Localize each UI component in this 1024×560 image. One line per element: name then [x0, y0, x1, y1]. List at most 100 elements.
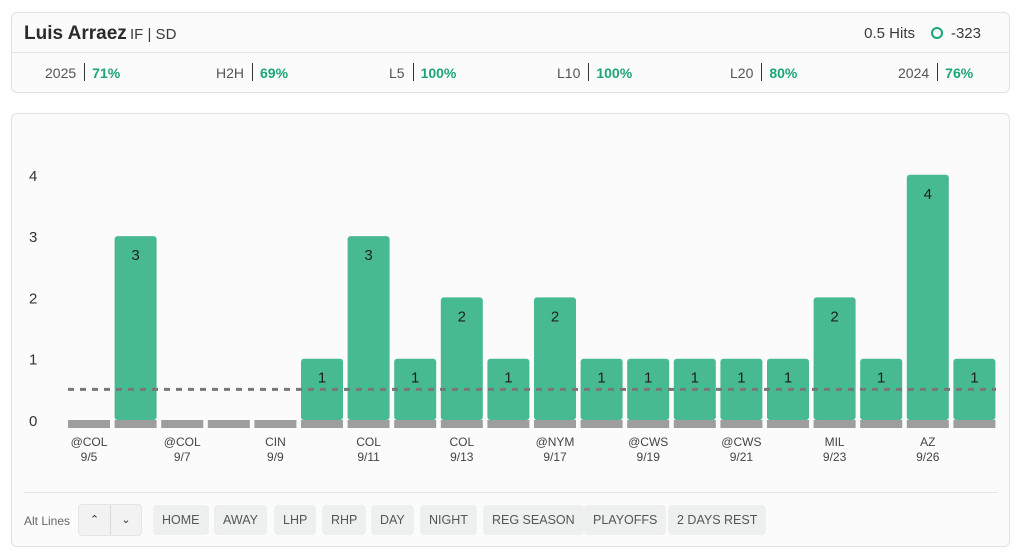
hits-bar [347, 236, 390, 420]
stat-label: H2H [216, 65, 245, 81]
chevron-down-icon[interactable]: ⌄ [110, 505, 141, 535]
bar-base [254, 420, 297, 428]
x-opponent-label: @COL [71, 435, 108, 449]
bar-base [767, 420, 809, 428]
bar-value-label: 4 [924, 186, 932, 203]
filter-reg-season[interactable]: REG SEASON [483, 505, 584, 535]
hits-bar [114, 236, 157, 420]
x-opponent-label: @COL [164, 435, 201, 449]
stat-l10[interactable]: L10 100% [557, 63, 633, 83]
player-position-team: IF | SD [130, 26, 177, 43]
bar-value-label: 2 [551, 308, 559, 325]
player-header-card: Luis Arraez IF | SD 0.5 Hits -323 2025 71… [11, 12, 1010, 93]
stat-value: 100% [420, 65, 457, 81]
stat-value: 71% [92, 65, 121, 81]
x-opponent-label: CIN [265, 435, 286, 449]
stat-label: 2025 [45, 65, 77, 81]
odds-value: -323 [950, 25, 981, 42]
filter-home[interactable]: HOME [153, 505, 209, 535]
filter-rhp[interactable]: RHP [322, 505, 367, 535]
bar-value-label: 1 [737, 370, 745, 387]
bar-value-label: 1 [318, 370, 326, 387]
bar-value-label: 1 [411, 370, 419, 387]
x-date-label: 9/19 [637, 450, 661, 464]
bar-value-label: 2 [830, 308, 838, 325]
x-opponent-label: @CWS [721, 435, 761, 449]
x-date-label: 9/11 [357, 450, 380, 464]
stat-divider [252, 63, 254, 82]
stat-label: L5 [389, 65, 405, 81]
filter-lhp[interactable]: LHP [274, 505, 317, 535]
bar-base [813, 420, 856, 428]
bar-value-label: 1 [504, 370, 512, 387]
bar-value-label: 3 [131, 247, 139, 264]
y-tick-label: 2 [29, 290, 37, 307]
filter-divider [24, 492, 998, 493]
bar-base [301, 420, 343, 428]
y-tick-label: 3 [29, 229, 37, 246]
x-opponent-label: AZ [920, 435, 935, 449]
hits-bar [487, 358, 530, 420]
stat-value: 80% [769, 65, 798, 81]
bar-base [580, 420, 623, 428]
filter-night[interactable]: NIGHT [420, 505, 477, 535]
stat-label: 2024 [898, 65, 930, 81]
bar-value-label: 1 [691, 370, 699, 387]
x-date-label: 9/26 [916, 450, 940, 464]
bar-base [953, 420, 996, 428]
stat-2024[interactable]: 2024 76% [898, 63, 974, 83]
stat-divider [937, 63, 939, 82]
stat-value: 69% [260, 65, 289, 81]
over-circle-icon [931, 27, 943, 39]
y-tick-label: 0 [29, 413, 37, 430]
filter-day[interactable]: DAY [371, 505, 414, 535]
x-opponent-label: COL [356, 435, 381, 449]
bar-value-label: 1 [644, 370, 652, 387]
hits-bar [440, 297, 483, 420]
stat-value: 100% [596, 65, 633, 81]
hits-bar [953, 358, 996, 420]
stat-divider [761, 63, 763, 82]
bar-base [161, 420, 204, 428]
y-tick-label: 4 [29, 168, 37, 185]
stat-divider [84, 63, 86, 82]
stat-2025[interactable]: 2025 71% [45, 63, 121, 83]
bar-value-label: 1 [970, 370, 978, 387]
x-opponent-label: @CWS [628, 435, 668, 449]
x-date-label: 9/17 [543, 450, 567, 464]
bar-base [673, 420, 716, 428]
bar-base [627, 420, 670, 428]
x-date-label: 9/13 [450, 450, 474, 464]
header-top-row: Luis Arraez IF | SD 0.5 Hits -323 [12, 13, 1009, 53]
bar-value-label: 1 [877, 370, 885, 387]
stat-divider [412, 63, 414, 82]
alt-lines-stepper: ⌃ ⌄ [78, 504, 142, 536]
x-opponent-label: COL [449, 435, 474, 449]
x-opponent-label: @NYM [536, 435, 575, 449]
x-date-label: 9/7 [174, 450, 191, 464]
filter-2-days-rest[interactable]: 2 DAYS REST [668, 505, 767, 535]
hit-rate-stats-row: 2025 71% H2H 69% L5 100% L10 100% L20 80% 202… [12, 53, 1009, 93]
x-date-label: 9/9 [267, 450, 284, 464]
bar-base [534, 420, 576, 428]
chevron-up-icon[interactable]: ⌃ [89, 514, 100, 526]
stat-h2h[interactable]: H2H 69% [216, 63, 289, 83]
x-opponent-label: MIL [825, 435, 845, 449]
bar-base [347, 420, 390, 428]
bar-value-label: 3 [364, 247, 372, 264]
x-date-label: 9/23 [823, 450, 847, 464]
bar-value-label: 1 [597, 370, 605, 387]
stat-value: 76% [945, 65, 974, 81]
bar-base [207, 420, 250, 428]
filter-playoffs[interactable]: PLAYOFFS [584, 505, 667, 535]
filter-away[interactable]: AWAY [214, 505, 267, 535]
bar-base [394, 420, 437, 428]
stat-l20[interactable]: L20 80% [730, 63, 798, 83]
stat-label: L20 [730, 65, 754, 81]
stat-l5[interactable]: L5 100% [389, 63, 457, 83]
stat-divider [588, 63, 590, 82]
bar-base [440, 420, 483, 428]
bar-base [720, 420, 763, 428]
x-date-label: 9/21 [730, 450, 754, 464]
